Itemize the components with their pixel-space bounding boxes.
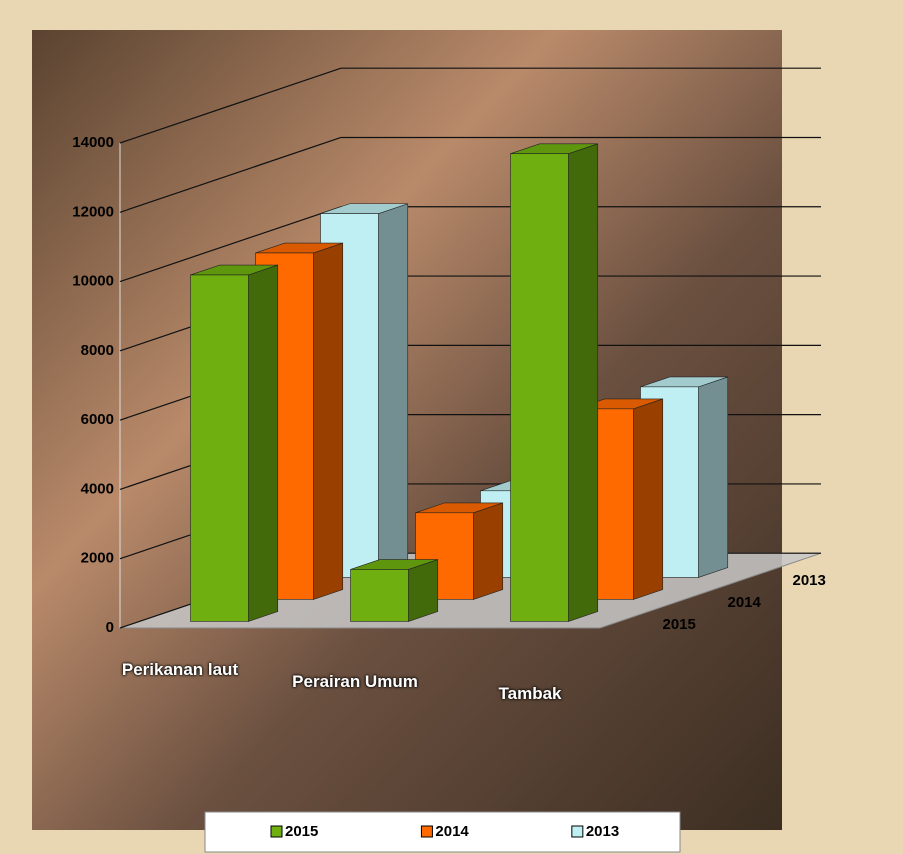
legend-swatch [270, 825, 283, 838]
bar-side [408, 559, 439, 622]
legend-swatch [571, 825, 584, 838]
bar-side [313, 242, 344, 600]
bar [415, 512, 474, 600]
grid-line [119, 136, 342, 213]
grid-line [119, 67, 342, 144]
y-tick-label: 12000 [72, 203, 114, 220]
depth-label: 2014 [728, 594, 762, 611]
bar [190, 274, 249, 622]
y-tick-label: 4000 [81, 480, 114, 497]
x-tick-label: Tambak [498, 684, 562, 703]
y-tick-label: 8000 [81, 342, 114, 359]
legend-label: 2014 [435, 823, 469, 840]
y-tick-label: 0 [106, 619, 114, 636]
grid-line [119, 206, 342, 283]
depth-label: 2013 [793, 572, 826, 589]
bar [510, 153, 569, 622]
x-tick-label: Perairan Umum [292, 672, 418, 691]
bar-side [378, 203, 409, 578]
bar-side [698, 376, 729, 578]
legend-label: 2013 [586, 823, 619, 840]
y-tick-label: 14000 [72, 134, 114, 151]
bar [350, 569, 409, 622]
x-tick-label: Perikanan laut [121, 660, 239, 679]
legend-label: 2015 [285, 823, 318, 840]
y-tick-label: 10000 [72, 273, 114, 290]
bar-side [248, 264, 279, 622]
legend-swatch [420, 825, 433, 838]
bar-side [633, 398, 664, 600]
bar-side [473, 502, 504, 600]
y-tick-label: 6000 [81, 411, 114, 428]
depth-label: 2015 [663, 616, 696, 633]
legend-box [204, 811, 681, 853]
y-tick-label: 2000 [81, 550, 114, 567]
bar-side [568, 143, 599, 622]
